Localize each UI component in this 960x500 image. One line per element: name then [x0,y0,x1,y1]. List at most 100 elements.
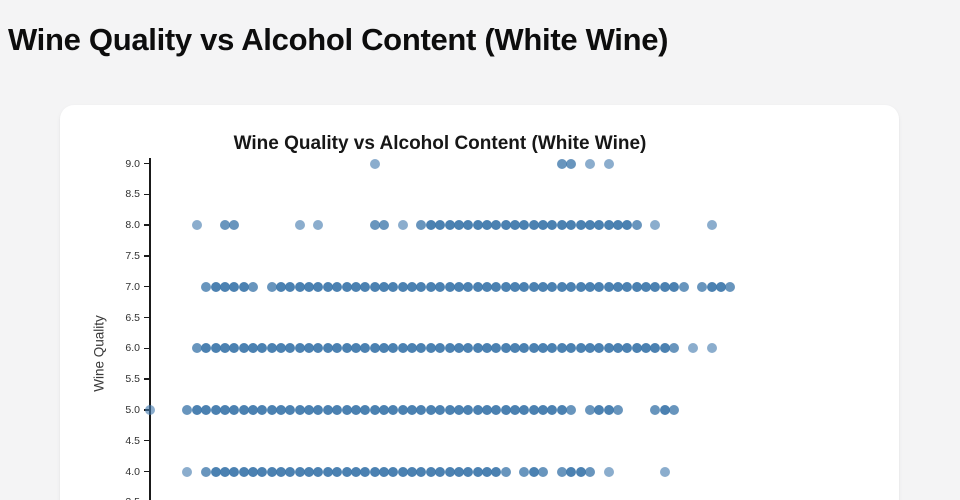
data-point [547,281,558,292]
data-point [182,466,193,477]
data-point [257,466,268,477]
data-point [566,404,577,415]
data-point [266,404,277,415]
data-point [379,220,389,231]
data-point [360,466,371,477]
y-axis-line [149,158,151,500]
data-point [397,404,408,415]
data-point [407,466,418,477]
data-point [247,343,258,354]
data-point [341,281,352,292]
y-axis-tick [144,470,150,473]
page-header: Wine Quality vs Alcohol Content (White W… [0,0,960,90]
y-axis-tick [144,347,150,349]
data-point [313,343,324,354]
y-tick-label: 5.5 [125,373,140,386]
data-point [584,158,595,169]
data-point [500,281,511,292]
data-point [510,404,521,415]
data-point [538,404,549,415]
data-point [538,281,549,292]
data-point [435,343,446,354]
data-point [304,281,315,292]
data-point [697,281,708,292]
data-point [528,343,539,354]
data-point [332,466,343,477]
data-point [388,466,399,477]
data-point [191,343,202,354]
data-point [463,220,474,231]
data-point [538,466,549,477]
data-point [379,404,389,415]
data-point [360,343,371,354]
data-point [247,404,258,415]
data-point [631,281,642,292]
data-point [182,404,193,415]
data-point [229,220,240,231]
data-point [425,466,436,477]
data-point [453,281,464,292]
data-point [229,343,240,354]
data-point [313,466,324,477]
data-point [360,281,371,292]
data-point [444,220,455,231]
data-point [397,220,408,231]
data-point [369,158,380,169]
data-point [369,281,380,292]
data-point [322,404,333,415]
data-point [687,343,698,354]
data-point [669,281,680,292]
y-axis-label: Wine Quality [91,315,107,392]
data-point [322,281,333,292]
data-point [397,466,408,477]
data-point [247,466,258,477]
data-point [603,466,614,477]
data-point [594,220,605,231]
data-point [350,404,361,415]
data-point [407,281,418,292]
data-point [444,404,455,415]
data-point [528,466,539,477]
y-tick-label: 6.0 [125,342,140,355]
data-point [285,466,296,477]
data-point [594,404,605,415]
data-point [491,404,502,415]
data-point [575,281,586,292]
data-point [603,404,614,415]
data-point [229,404,240,415]
data-point [491,466,502,477]
data-point [276,466,287,477]
y-tick-label: 5.0 [125,403,140,416]
data-point [201,466,212,477]
data-point [547,220,558,231]
data-point [276,343,287,354]
data-point [416,466,427,477]
data-point [285,343,296,354]
data-point [575,343,586,354]
data-point [575,466,586,477]
data-point [603,281,614,292]
data-point [379,281,389,292]
data-point [238,466,249,477]
data-point [613,343,623,354]
data-point [584,466,595,477]
data-point [294,466,305,477]
data-point [257,404,268,415]
data-point [500,220,511,231]
data-point [369,220,380,231]
data-point [322,466,333,477]
data-point [453,404,464,415]
data-point [266,343,277,354]
data-point [360,404,371,415]
data-point [416,404,427,415]
data-point [556,466,567,477]
data-point [538,343,549,354]
data-point [463,466,474,477]
data-point [444,343,455,354]
data-point [219,220,230,231]
data-point [481,220,492,231]
data-point [603,220,614,231]
data-point [425,220,436,231]
data-point [416,220,427,231]
data-point [491,281,502,292]
